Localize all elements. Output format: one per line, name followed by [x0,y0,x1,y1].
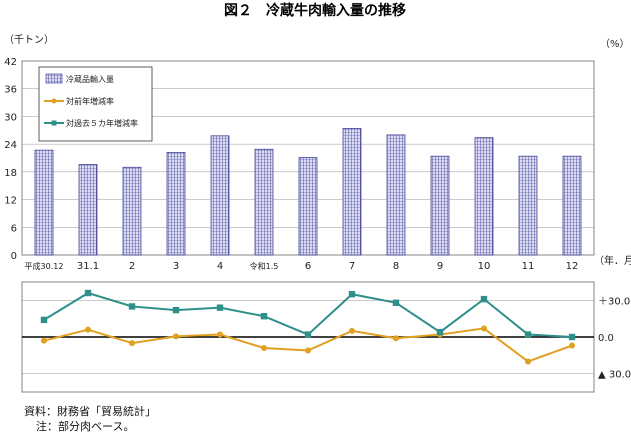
data-point [525,358,531,365]
x-tick-label: 8 [393,261,399,272]
x-tick-label: 31.1 [77,261,99,272]
data-point [172,306,180,314]
data-point [524,331,532,338]
legend-label-yoy: 対前年増減率 [66,96,114,106]
x-tick-label: 10 [478,261,491,272]
x-tick-label: 平成30.12 [25,261,64,271]
data-point [436,328,444,336]
bar [430,155,450,256]
data-point [392,299,400,306]
legend-bar-swatch [45,73,63,84]
bar [34,149,54,256]
footnote: 注：部分肉ベース。 [36,420,135,433]
legend-label-5yr: 対過去５カ年増減率 [66,118,138,128]
y-tick-label: 30 [4,112,17,123]
x-tick-label: 12 [566,261,579,272]
x-tick-label: 4 [217,261,223,272]
bar [78,164,98,256]
x-tick-label: 令和1.5 [250,261,279,271]
y-tick-label: 0 [11,251,17,262]
x-unit: （年．月） [594,254,631,267]
bar [210,135,230,256]
y2-tick-label: ▲ 30.0 [598,370,631,381]
data-point [85,326,91,333]
y-unit-right: （%） [600,38,630,50]
data-point [569,342,575,349]
bar [122,166,142,256]
series-line [43,291,573,338]
data-point [217,331,223,338]
bar [298,157,318,256]
y-tick-label: 36 [4,85,17,96]
data-point [41,337,47,344]
legend: 冷蔵品輸入量 対前年増減率 対過去５カ年増減率 [38,66,153,142]
data-point [305,347,311,354]
x-tick-label: 7 [349,261,355,272]
y-unit-left: （千トン） [4,34,54,46]
y2-tick-label: 0.0 [598,333,614,344]
data-point [349,327,355,334]
bar-panel: 0 6 12 18 24 30 36 42 平成30.12 31.1 2 3 4 令和1.5 6 7 8 9 10 1… [4,57,595,272]
y-tick-label: 6 [11,223,17,234]
bar [518,155,538,256]
data-point [40,316,48,324]
data-point [84,289,92,297]
x-tick-label: 11 [522,261,535,272]
x-tick-label: 9 [437,261,443,272]
bar [474,137,494,256]
data-point [261,345,267,351]
y-tick-label: 18 [4,168,17,179]
bar [254,148,274,256]
y-tick-label: 42 [4,57,17,68]
chart-title: 図２ 冷蔵牛肉輸入量の推移 [224,2,406,19]
bar [386,134,406,256]
data-point [173,333,179,340]
y-tick-label: 24 [4,140,17,151]
data-point [348,291,356,298]
data-point [128,303,136,310]
data-point [481,325,487,332]
data-point [216,304,224,311]
bar [342,128,362,256]
y-tick-label: 12 [4,196,17,207]
bar [166,152,186,256]
data-point [393,335,399,342]
bar [562,155,582,256]
x-tick-label: 2 [129,261,135,272]
y2-tick-label: ＋30.0 [598,296,630,307]
data-point [304,331,312,338]
x-tick-label: 3 [173,261,179,272]
data-point [260,313,268,320]
legend-yoy-marker [51,98,57,104]
data-point [568,333,576,341]
data-point [129,340,135,347]
legend-label-bars: 冷蔵品輸入量 [66,74,114,84]
source-note: 資料：財務省「貿易統計」 [24,405,156,418]
data-point [480,295,488,303]
line-panel: ＋30.0 0.0 ▲ 30.0 [21,281,631,393]
legend-5yr-marker [51,120,57,126]
x-tick-label: 6 [305,261,311,272]
